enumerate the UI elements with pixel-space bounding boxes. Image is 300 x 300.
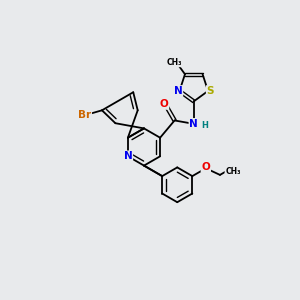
Text: Br: Br <box>78 110 91 120</box>
Text: S: S <box>207 86 214 96</box>
Text: O: O <box>202 162 210 172</box>
Text: H: H <box>201 121 208 130</box>
Text: N: N <box>124 151 132 161</box>
Text: N: N <box>174 86 182 96</box>
Text: N: N <box>189 119 198 129</box>
Text: CH₃: CH₃ <box>225 167 241 176</box>
Text: O: O <box>160 99 168 109</box>
Text: CH₃: CH₃ <box>167 58 182 67</box>
